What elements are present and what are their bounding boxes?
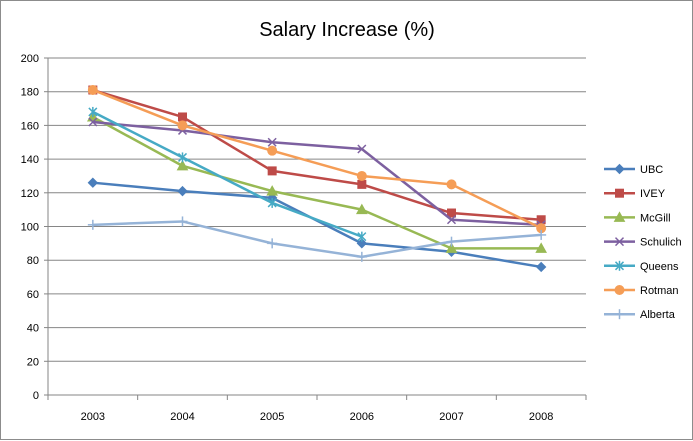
data-point-alberta <box>177 216 188 227</box>
data-point-queens <box>177 152 188 163</box>
x-tick-label: 2008 <box>529 411 553 423</box>
gridlines <box>48 57 586 362</box>
legend-item-alberta: Alberta <box>604 309 676 321</box>
x-tick-label: 2005 <box>260 411 284 423</box>
data-point-schulich <box>357 144 367 154</box>
data-point-alberta <box>356 251 367 262</box>
y-tick-label: 20 <box>27 356 39 368</box>
legend-label-rotman: Rotman <box>640 285 679 297</box>
series-line-rotman <box>92 88 542 230</box>
series-queens <box>88 106 367 242</box>
legend: UBC IVEY McGill Schulich Queens Rotman Alberta <box>604 163 682 321</box>
data-point-ubc <box>177 185 188 197</box>
series-line-mcgill <box>92 115 542 250</box>
data-point-queens <box>267 197 277 208</box>
data-point-ubc <box>87 177 99 188</box>
legend-label-schulich: Schulich <box>640 237 682 249</box>
marker-stroke <box>88 117 98 127</box>
data-point-rotman <box>87 85 98 96</box>
data-point-alberta <box>267 238 278 249</box>
data-point-rotman <box>446 179 457 190</box>
data-point-mcgill <box>445 242 458 253</box>
data-point-mcgill <box>176 159 189 171</box>
marker-stroke <box>357 144 367 154</box>
legend-label-mcgill: McGill <box>640 212 671 224</box>
legend-item-ubc: UBC <box>604 163 663 176</box>
legend-label-ubc: UBC <box>640 164 663 176</box>
series-line-schulich <box>92 120 542 227</box>
y-tick-label: 60 <box>27 289 39 301</box>
y-tick-label: 160 <box>21 120 39 132</box>
y-tick-label: 140 <box>21 154 39 166</box>
legend-marker-queens <box>614 260 625 271</box>
marker-stroke <box>614 237 625 247</box>
y-tick-label: 200 <box>21 53 39 65</box>
axes: 0 20 40 60 80 100 120 140 160 180 200 2003 2004 2005 2… <box>21 53 587 423</box>
series-line-ivey <box>92 88 542 222</box>
series-line-alberta <box>92 220 542 259</box>
legend-label-alberta: Alberta <box>640 309 676 321</box>
data-point-ivey <box>267 166 277 176</box>
legend-marker-mcgill <box>613 211 626 222</box>
data-point-ubc <box>356 238 368 249</box>
series-rotman <box>87 85 547 234</box>
data-point-alberta <box>446 236 457 247</box>
series-ubc <box>87 177 547 273</box>
legend-item-ivey: IVEY <box>604 188 666 200</box>
legend-marker-alberta <box>614 309 625 320</box>
legend-marker-ivey <box>615 188 624 198</box>
data-point-rotman <box>267 145 278 156</box>
marker-stroke <box>446 215 457 225</box>
legend-marker-rotman <box>614 285 625 295</box>
data-point-mcgill <box>355 203 368 215</box>
y-tick-label: 120 <box>21 188 39 200</box>
legend-label-ivey: IVEY <box>640 188 666 200</box>
marker-stroke <box>267 137 277 147</box>
series-lines <box>86 85 548 273</box>
data-point-mcgill <box>535 242 548 253</box>
data-point-alberta <box>536 229 547 240</box>
data-point-queens <box>88 106 98 117</box>
legend-marker-ubc <box>614 163 625 175</box>
legend-label-queens: Queens <box>640 261 679 273</box>
data-point-rotman <box>177 120 188 131</box>
data-point-queens <box>357 231 367 242</box>
y-tick-label: 40 <box>27 323 39 335</box>
y-tick-label: 180 <box>21 87 39 99</box>
legend-marker-schulich <box>614 237 625 247</box>
y-tick-label: 80 <box>27 255 39 267</box>
series-line-queens <box>92 110 363 238</box>
chart-title: Salary Increase (%) <box>259 19 435 41</box>
legend-item-schulich: Schulich <box>604 237 682 249</box>
data-point-schulich <box>88 117 98 127</box>
data-point-ivey <box>447 208 456 218</box>
y-tick-label: 100 <box>21 222 39 234</box>
x-tick-label: 2007 <box>439 411 463 423</box>
y-tick-label: 0 <box>33 390 39 402</box>
data-point-schulich <box>267 137 277 147</box>
x-tick-label: 2004 <box>170 411 194 423</box>
legend-item-queens: Queens <box>604 260 679 273</box>
series-mcgill <box>86 110 548 253</box>
legend-item-mcgill: McGill <box>604 211 671 224</box>
data-point-rotman <box>356 170 367 181</box>
x-tick-label: 2003 <box>81 411 105 423</box>
data-point-schulich <box>446 215 457 225</box>
legend-item-rotman: Rotman <box>604 285 679 297</box>
data-point-alberta <box>87 219 98 230</box>
data-point-ivey <box>357 179 367 189</box>
series-schulich <box>88 117 546 230</box>
data-point-mcgill <box>266 185 279 196</box>
x-tick-label: 2006 <box>350 411 374 423</box>
data-point-ivey <box>178 112 187 122</box>
series-alberta <box>87 216 547 262</box>
series-ivey <box>88 85 546 225</box>
data-point-ubc <box>535 261 547 273</box>
